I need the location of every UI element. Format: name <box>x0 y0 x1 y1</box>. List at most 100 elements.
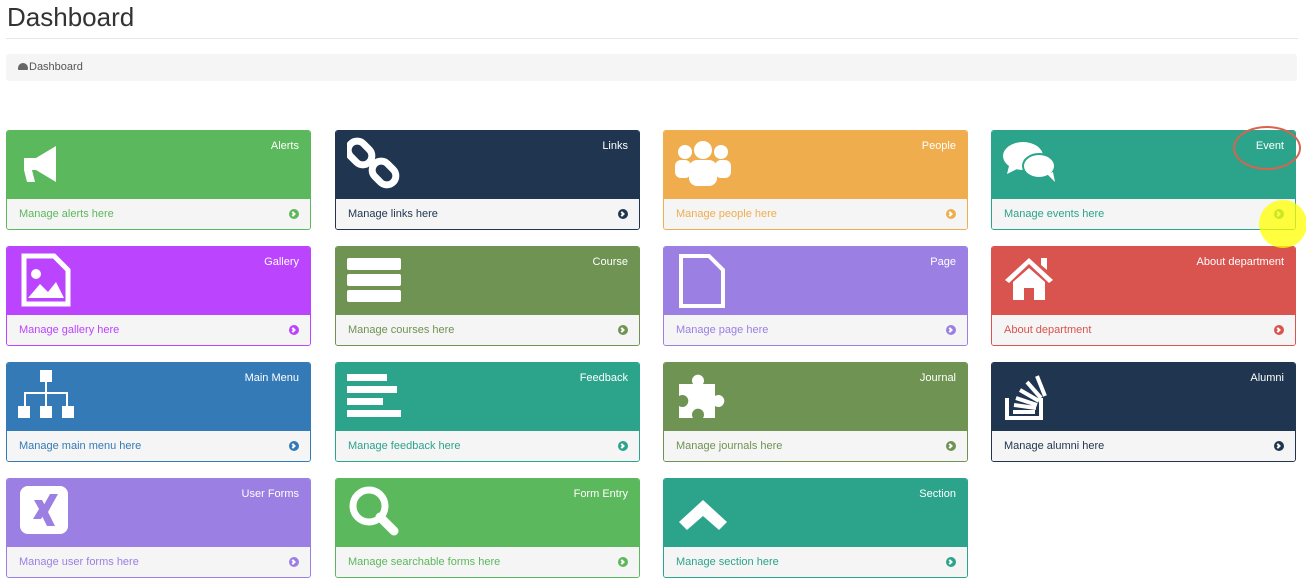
card-header: Links <box>336 131 639 199</box>
card-title: Course <box>592 256 628 268</box>
card-link-text[interactable]: Manage gallery here <box>19 324 120 336</box>
card-link-text[interactable]: Manage feedback here <box>348 440 461 452</box>
arrow-circle-right-icon[interactable] <box>289 441 299 451</box>
card-link-text[interactable]: Manage user forms here <box>19 556 139 568</box>
page-title: Dashboard <box>7 2 135 32</box>
annotation-circle <box>1233 126 1301 170</box>
card-title: Gallery <box>264 256 299 268</box>
card-link-text[interactable]: Manage alumni here <box>1004 440 1105 452</box>
chevron-up-icon <box>679 500 727 530</box>
card-chevron-up[interactable]: Section Manage section here <box>663 478 968 578</box>
card-link-text[interactable]: Manage people here <box>676 208 777 220</box>
card-footer-link[interactable]: Manage feedback here <box>336 431 639 461</box>
card-link-text[interactable]: Manage main menu here <box>19 440 142 452</box>
card-footer-link[interactable]: Manage main menu here <box>7 431 310 461</box>
arrow-circle-right-icon[interactable] <box>946 557 956 567</box>
card-bullhorn[interactable]: Alerts Manage alerts here <box>6 130 311 230</box>
card-footer-link[interactable]: Manage people here <box>664 199 967 229</box>
arrow-circle-right-icon[interactable] <box>1274 325 1284 335</box>
card-stack-overflow[interactable]: Alumni Manage alumni here <box>991 362 1296 462</box>
card-header: User Forms <box>7 479 310 547</box>
arrow-circle-right-icon[interactable] <box>946 441 956 451</box>
card-title: Section <box>919 488 956 500</box>
card-server[interactable]: Course Manage courses here <box>335 246 640 346</box>
card-footer-link[interactable]: Manage courses here <box>336 315 639 345</box>
card-title: Alerts <box>270 140 299 152</box>
card-users[interactable]: People Manage people here <box>663 130 968 230</box>
chain-icon <box>347 137 400 189</box>
card-link-text[interactable]: Manage searchable forms here <box>348 556 501 568</box>
card-link-text[interactable]: Manage events here <box>1004 208 1105 220</box>
card-title: User Forms <box>241 488 299 500</box>
card-footer-link[interactable]: Manage gallery here <box>7 315 310 345</box>
card-file[interactable]: Page Manage page here <box>663 246 968 346</box>
arrow-circle-right-icon[interactable] <box>618 325 628 335</box>
arrow-circle-right-icon[interactable] <box>618 441 628 451</box>
arrow-circle-right-icon[interactable] <box>946 209 956 219</box>
card-title: Page <box>930 256 956 268</box>
card-footer-link[interactable]: Manage section here <box>664 547 967 577</box>
divider <box>6 38 1298 39</box>
card-footer-link[interactable]: Manage searchable forms here <box>336 547 639 577</box>
card-title: Alumni <box>1250 372 1284 384</box>
card-link-text[interactable]: Manage alerts here <box>19 208 114 220</box>
card-title: Form Entry <box>573 488 628 500</box>
card-footer-link[interactable]: About department <box>992 315 1295 345</box>
card-header: About department <box>992 247 1295 315</box>
card-title: Main Menu <box>244 372 299 384</box>
card-header: Alumni <box>992 363 1295 431</box>
card-footer-link[interactable]: Manage alerts here <box>7 199 310 229</box>
card-header: Form Entry <box>336 479 639 547</box>
card-header: Page <box>664 247 967 315</box>
align-left-icon <box>347 374 401 417</box>
card-footer-link[interactable]: Manage links here <box>336 199 639 229</box>
card-header: Alerts <box>7 131 310 199</box>
home-icon <box>1005 258 1053 300</box>
arrow-circle-right-icon[interactable] <box>946 325 956 335</box>
users-icon <box>675 141 731 186</box>
xing-icon <box>20 486 68 534</box>
bullhorn-icon <box>24 146 56 182</box>
card-footer-link[interactable]: Manage user forms here <box>7 547 310 577</box>
arrow-circle-right-icon[interactable] <box>289 557 299 567</box>
stack-overflow-icon <box>1005 375 1047 420</box>
arrow-circle-right-icon[interactable] <box>289 209 299 219</box>
breadcrumb-item[interactable]: Dashboard <box>29 61 83 73</box>
card-header: Journal <box>664 363 967 431</box>
card-footer-link[interactable]: Manage journals here <box>664 431 967 461</box>
card-footer-link[interactable]: Manage events here <box>992 199 1295 229</box>
card-footer-link[interactable]: Manage alumni here <box>992 431 1295 461</box>
card-link-text[interactable]: Manage courses here <box>348 324 455 336</box>
dashboard-gauge-icon <box>18 63 28 70</box>
comments-icon <box>1003 142 1056 182</box>
card-title: People <box>921 140 956 152</box>
card-link-text[interactable]: About department <box>1004 324 1092 336</box>
card-link-text[interactable]: Manage journals here <box>676 440 783 452</box>
card-header: Main Menu <box>7 363 310 431</box>
card-file-image[interactable]: Gallery Manage gallery here <box>6 246 311 346</box>
search-icon <box>349 486 399 536</box>
arrow-circle-right-icon[interactable] <box>618 557 628 567</box>
card-xing[interactable]: User Forms Manage user forms here <box>6 478 311 578</box>
card-link-text[interactable]: Manage links here <box>348 208 438 220</box>
arrow-circle-right-icon[interactable] <box>289 325 299 335</box>
file-icon <box>679 254 725 308</box>
card-title: About department <box>1196 256 1284 268</box>
card-puzzle[interactable]: Journal Manage journals here <box>663 362 968 462</box>
card-chain[interactable]: Links Manage links here <box>335 130 640 230</box>
arrow-circle-right-icon[interactable] <box>1274 441 1284 451</box>
card-sitemap[interactable]: Main Menu Manage main menu here <box>6 362 311 462</box>
card-home[interactable]: About department About department <box>991 246 1296 346</box>
card-footer-link[interactable]: Manage page here <box>664 315 967 345</box>
card-search[interactable]: Form Entry Manage searchable forms here <box>335 478 640 578</box>
card-link-text[interactable]: Manage section here <box>676 556 779 568</box>
card-link-text[interactable]: Manage page here <box>676 324 769 336</box>
card-align-left[interactable]: Feedback Manage feedback here <box>335 362 640 462</box>
arrow-circle-right-icon[interactable] <box>618 209 628 219</box>
server-icon <box>347 258 401 302</box>
card-header: People <box>664 131 967 199</box>
card-title: Feedback <box>579 372 628 384</box>
breadcrumb: Dashboard <box>6 54 1297 81</box>
card-header: Gallery <box>7 247 310 315</box>
puzzle-icon <box>679 374 725 418</box>
